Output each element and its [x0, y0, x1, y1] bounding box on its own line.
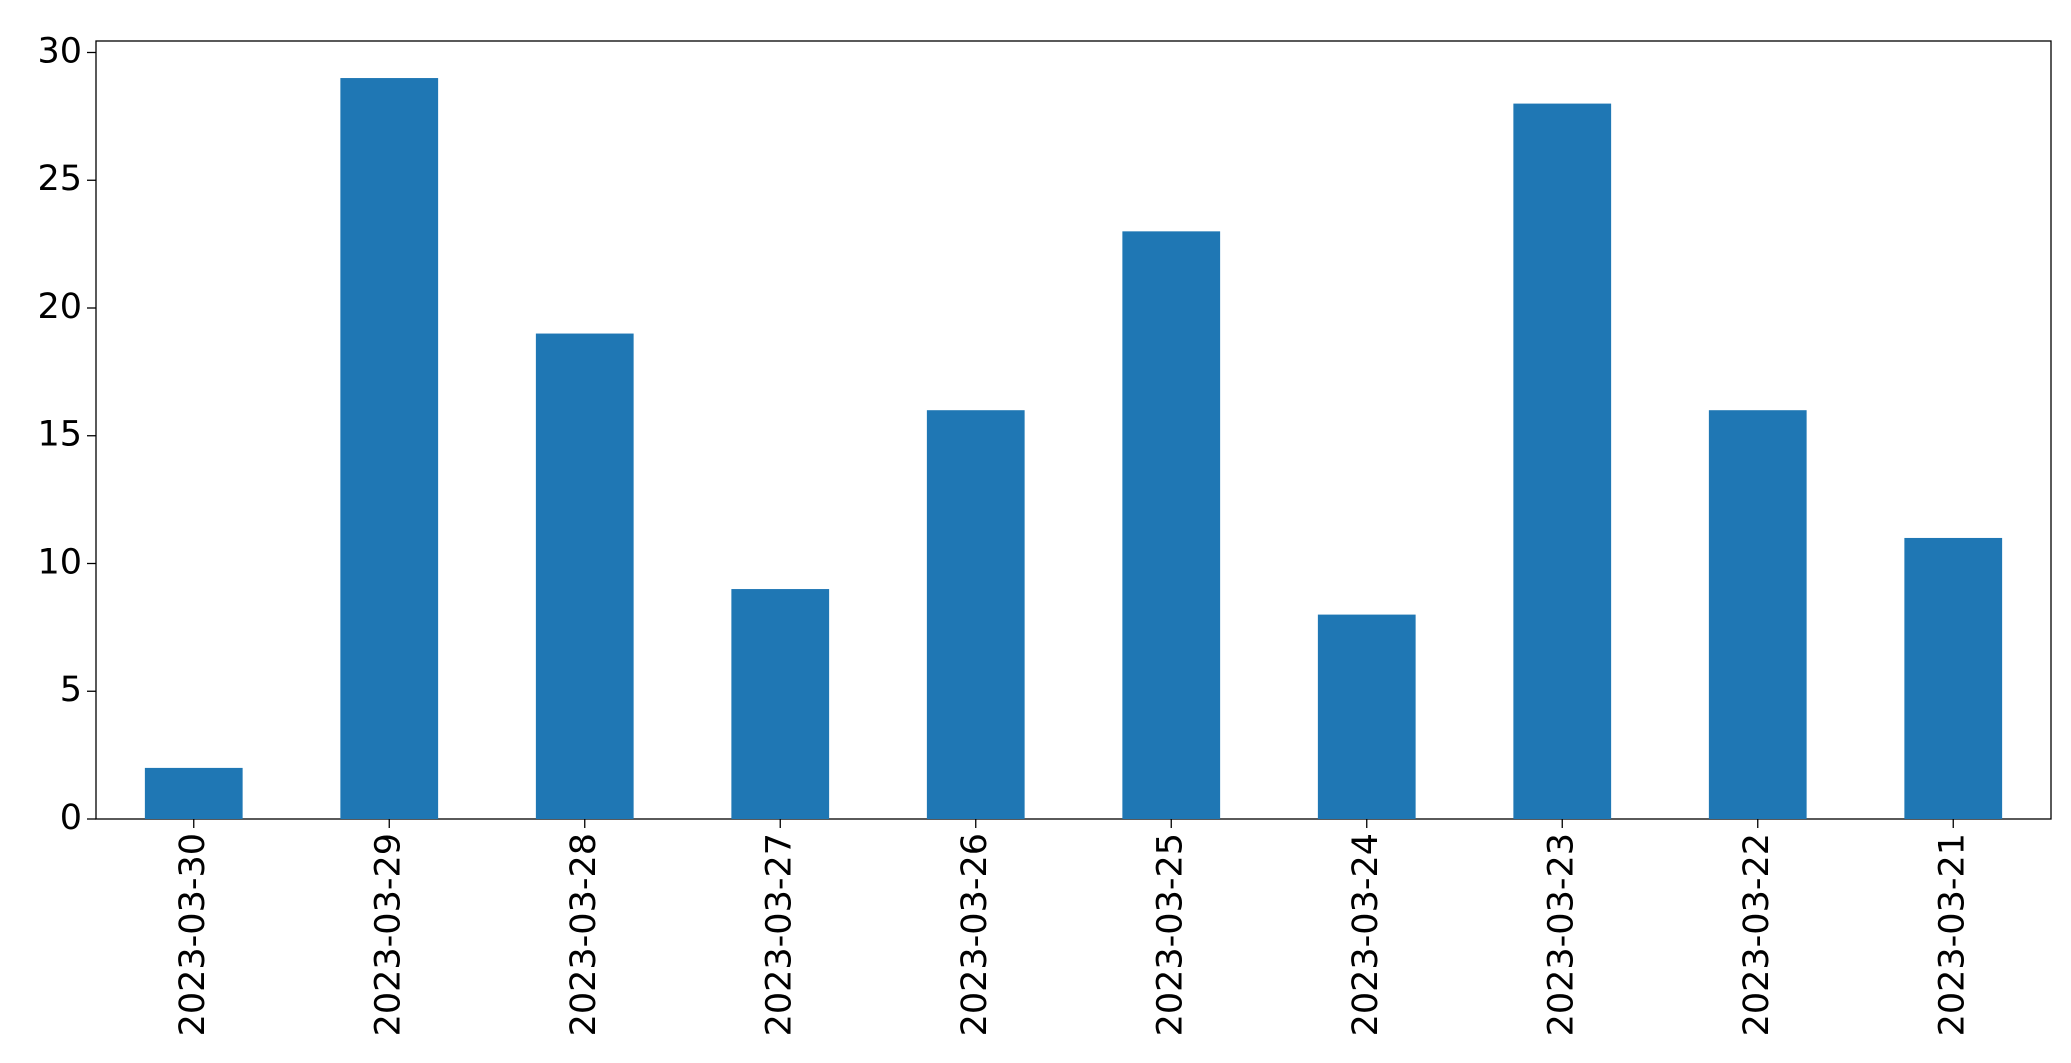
bar: [340, 78, 439, 820]
x-tick-label: 2023-03-30: [173, 833, 213, 1036]
y-tick-label: 25: [37, 159, 82, 199]
y-tick-label: 0: [60, 798, 82, 838]
y-tick-label: 10: [37, 542, 82, 582]
x-tick-label: 2023-03-22: [1737, 833, 1777, 1036]
x-tick-label: 2023-03-28: [564, 833, 604, 1036]
bar: [1904, 537, 2003, 819]
bar: [144, 767, 243, 819]
bar: [1122, 231, 1221, 819]
axes-frame: [95, 40, 2052, 820]
y-tick-label: 30: [37, 31, 82, 71]
x-tick-label: 2023-03-25: [1150, 833, 1190, 1036]
y-tick-label: 15: [37, 415, 82, 455]
x-tick-label: 2023-03-23: [1541, 833, 1581, 1036]
x-tick-label: 2023-03-29: [368, 833, 408, 1036]
bar: [1708, 410, 1807, 819]
bar: [1317, 614, 1416, 819]
bar: [535, 333, 634, 819]
x-tick-label: 2023-03-21: [1932, 833, 1972, 1036]
bar: [926, 410, 1025, 819]
bar: [731, 589, 830, 819]
bar: [1513, 103, 1612, 819]
y-tick-label: 5: [60, 670, 82, 710]
x-tick-label: 2023-03-27: [759, 833, 799, 1036]
y-tick-label: 20: [37, 287, 82, 327]
x-tick-label: 2023-03-24: [1346, 833, 1386, 1036]
x-tick-label: 2023-03-26: [955, 833, 995, 1036]
